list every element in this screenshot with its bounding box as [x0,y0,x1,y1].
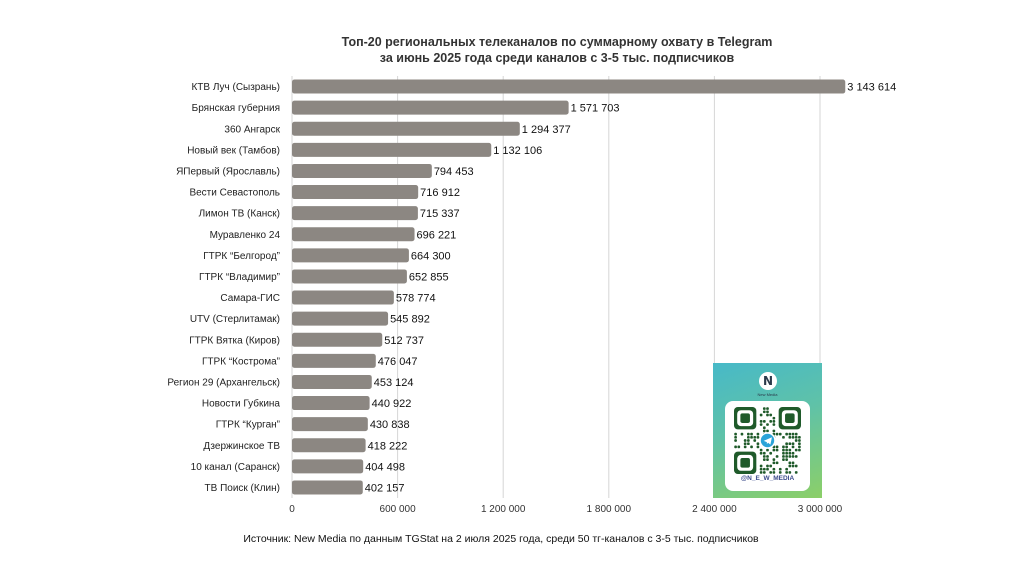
category-label: Брянская губерния [192,102,280,114]
category-label: ГТРК “Белгород” [203,251,280,262]
bar [292,269,407,284]
qr-card: @N_E_W_MEDIA [725,401,810,491]
category-label: ГТРК Вятка (Киров) [189,335,280,346]
category-label: ГТРК “Курган” [216,420,280,431]
bar [292,121,520,136]
data-label: 715 337 [420,208,460,220]
category-label: Новый век (Тамбов) [187,144,280,156]
category-label: Новости Губкина [202,398,281,410]
data-label: 794 453 [434,166,474,178]
bar [292,459,364,474]
data-label: 578 774 [396,293,436,305]
bar [292,332,383,347]
data-label: 1 294 377 [522,124,571,136]
channel-handle: @N_E_W_MEDIA [740,475,795,482]
category-label: КТВ Луч (Сызрань) [191,82,280,93]
data-label: 664 300 [411,250,451,262]
data-label: 404 498 [365,461,405,473]
category-label: ГТРК “Владимир” [199,272,280,283]
category-label: Вести Севастополь [189,188,280,199]
x-tick-label: 3 000 000 [798,504,843,515]
chart-source-note: Источник: New Media по данным TGStat на … [243,533,759,545]
data-label: 512 737 [384,335,424,347]
category-label: 10 канал (Саранск) [191,462,280,473]
category-label: Лимон ТВ (Канск) [199,209,280,220]
data-label: 440 922 [372,398,412,410]
bar [292,311,389,326]
chart-title-line2: за июнь 2025 года среди каналов с 3-5 ты… [379,51,735,65]
data-label: 430 838 [370,419,410,431]
category-label: 360 Ангарск [224,124,280,135]
bar [292,227,415,242]
bar [292,79,846,94]
x-tick-label: 1 200 000 [481,504,526,515]
qr-code-panel[interactable]: N New Media @N_E_W_MEDIA [713,363,822,498]
bar [292,417,368,432]
data-label: 1 132 106 [493,145,542,157]
bar [292,163,432,178]
x-tick-label: 1 800 000 [587,504,632,515]
category-label: Муравленко 24 [210,230,281,241]
category-label: ЯПервый (Ярославль) [176,166,280,177]
bar [292,480,363,495]
data-label: 476 047 [378,356,418,368]
bar [292,438,366,453]
bar [292,248,409,263]
chart-title-line1: Топ-20 региональных телеканалов по сумма… [341,35,773,49]
data-label: 716 912 [420,187,460,199]
bar [292,185,419,200]
category-label: Дзержинское ТВ [203,441,280,452]
x-tick-label: 600 000 [380,504,417,515]
logo-subtitle: New Media [757,392,778,397]
bar [292,142,492,157]
data-label: 3 143 614 [847,82,896,94]
bar [292,353,376,368]
bar [292,290,394,305]
bar [292,374,372,389]
bar [292,396,370,411]
data-label: 418 222 [368,440,408,452]
x-tick-label: 0 [289,504,295,515]
bar [292,100,569,115]
new-media-logo: N [759,372,777,390]
data-label: 402 157 [365,482,405,494]
data-label: 1 571 703 [571,103,620,115]
data-label: 545 892 [390,314,430,326]
data-label: 652 855 [409,271,449,283]
category-label: ТВ Поиск (Клин) [205,483,280,494]
category-label: ГТРК “Кострома” [202,356,280,367]
category-label: Самара-ГИС [220,293,280,304]
x-tick-label: 2 400 000 [692,504,737,515]
bar [292,206,418,221]
data-label: 453 124 [374,377,414,389]
category-label: UTV (Стерлитамак) [190,314,280,325]
data-label: 696 221 [417,229,457,241]
category-label: Регион 29 (Архангельск) [167,377,280,388]
qr-code [734,407,801,474]
